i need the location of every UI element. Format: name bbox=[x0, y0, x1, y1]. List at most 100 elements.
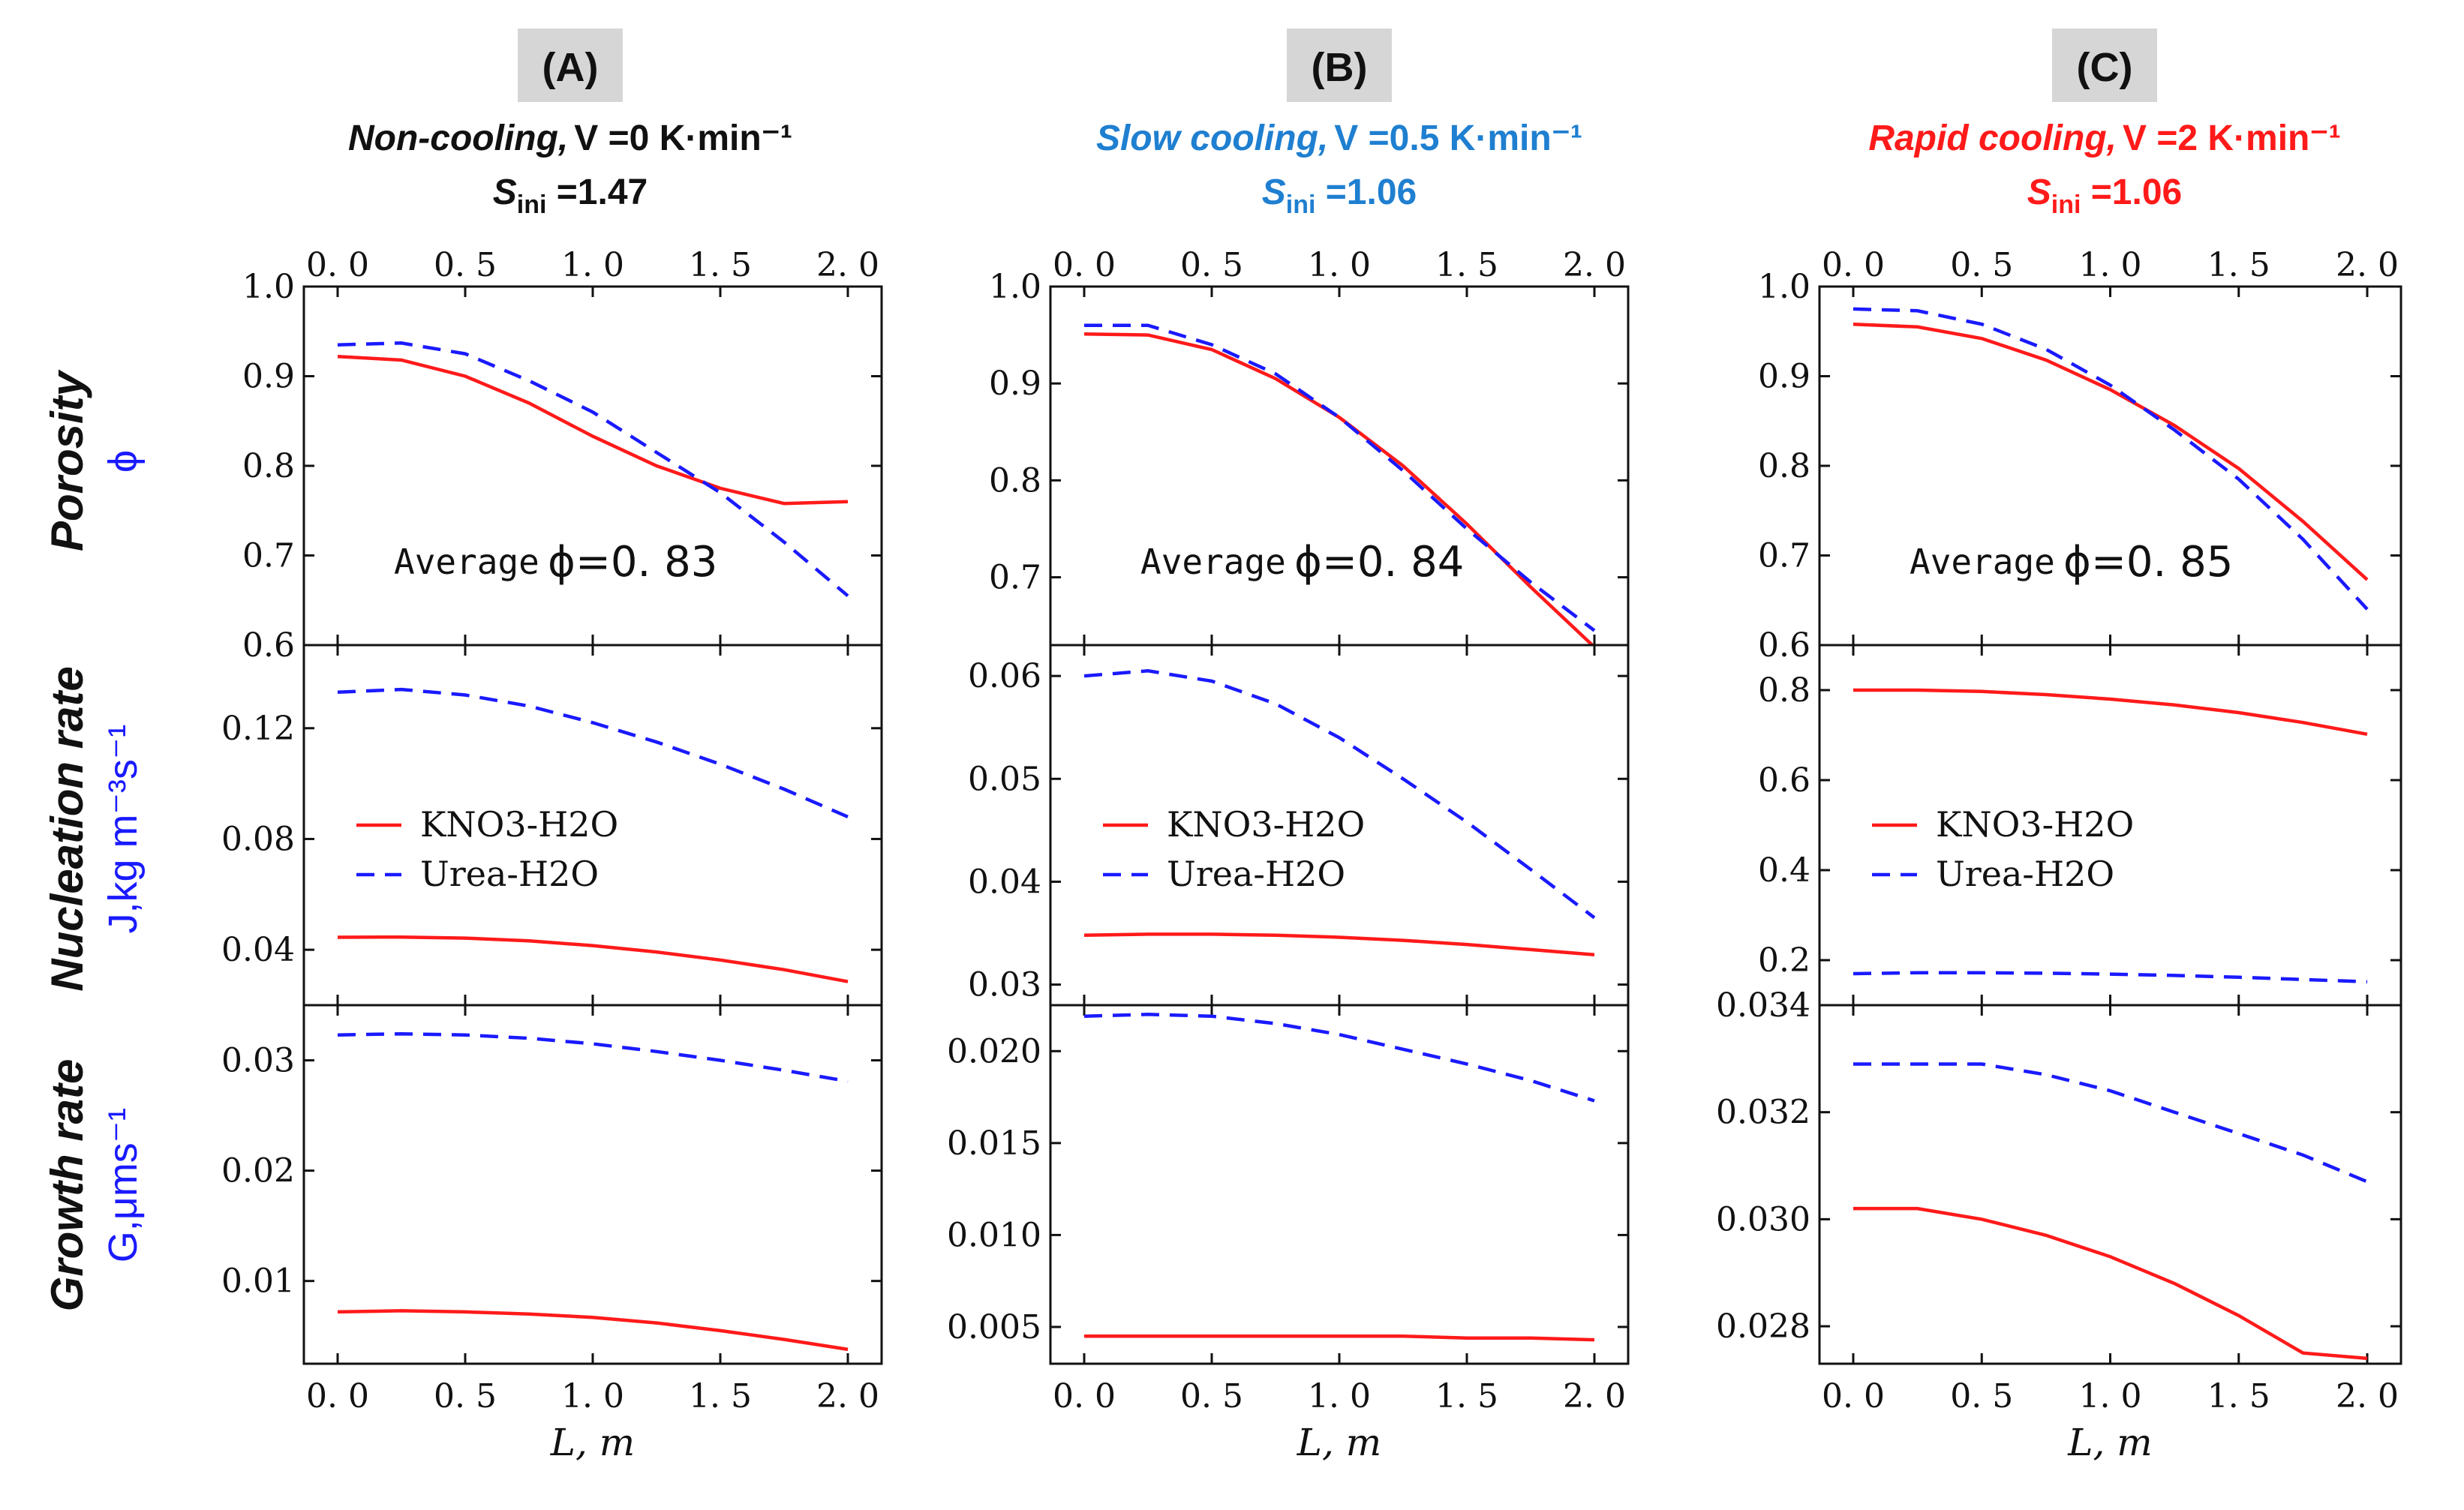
y-tick-label: 0.03 bbox=[221, 1042, 295, 1080]
y-tick-label: 0.030 bbox=[1716, 1200, 1810, 1238]
x-tick-label-top: 2. 0 bbox=[2336, 246, 2399, 284]
series-line-urea bbox=[337, 341, 849, 598]
condition-label: Slow cooling, bbox=[1096, 119, 1328, 158]
row-label-group: Growth rate G,μms⁻¹ bbox=[42, 1059, 146, 1312]
row-label: Growth rate bbox=[42, 1059, 92, 1312]
column-tag-box bbox=[2052, 29, 2157, 102]
x-tick-label: 2. 0 bbox=[816, 1377, 879, 1415]
series-line-urea bbox=[1083, 669, 1596, 920]
x-tick-label: 0. 5 bbox=[1180, 1377, 1243, 1415]
cooling-rate: V =0 K·min⁻¹ bbox=[574, 119, 792, 158]
y-tick-label: 0.015 bbox=[947, 1124, 1041, 1163]
y-tick-label: 0.01 bbox=[221, 1262, 295, 1301]
average-porosity-value: ϕ=0. 85 bbox=[2063, 538, 2233, 587]
cooling-rate: V =2 K·min⁻¹ bbox=[2123, 119, 2341, 158]
sini-symbol: S bbox=[1262, 173, 1286, 212]
average-porosity-value: ϕ=0. 84 bbox=[1294, 538, 1464, 587]
y-tick-label: 0.08 bbox=[221, 820, 295, 858]
average-porosity-value: ϕ=0. 83 bbox=[548, 538, 717, 587]
y-tick-label: 0.034 bbox=[1716, 986, 1810, 1025]
y-tick-label: 0.020 bbox=[947, 1032, 1041, 1070]
column-condition-title: Non-cooling, V =0 K·min⁻¹ bbox=[348, 119, 792, 158]
legend-label: KNO3-H2O bbox=[1167, 804, 1365, 845]
series-line-urea bbox=[1853, 307, 2369, 611]
supersaturation-label: Sini =1.47 bbox=[493, 173, 648, 219]
y-tick-label: 0.032 bbox=[1716, 1094, 1810, 1132]
row-sublabel: G,μms⁻¹ bbox=[101, 1108, 146, 1263]
panel-frame bbox=[1049, 1004, 1630, 1365]
panel-C-growth: 0.028 0.030 0.032 0.034 0. 0 0. 5 1. 0 1. 5 2. 0… bbox=[1716, 986, 2402, 1464]
x-tick-label: 0. 0 bbox=[306, 1377, 369, 1415]
y-tick-label: 0.8 bbox=[1758, 447, 1810, 485]
column-tag: (C) bbox=[2077, 45, 2133, 90]
series-line-kno3 bbox=[337, 935, 849, 983]
y-tick-label: 1.0 bbox=[1758, 268, 1810, 306]
x-tick-label-top: 0. 0 bbox=[306, 246, 369, 284]
x-tick-label: 2. 0 bbox=[1563, 1377, 1626, 1415]
y-tick-label: 1.0 bbox=[989, 268, 1041, 306]
x-tick-label-top: 0. 5 bbox=[1180, 246, 1243, 284]
x-tick-label: 1. 5 bbox=[2207, 1377, 2270, 1415]
row-label: Nucleation rate bbox=[42, 666, 92, 991]
panel-A-porosity: 0.6 0.7 0.8 0.9 1.0 0. 0 0. 5 1. 0 1. 5 2. 0 Avera… bbox=[242, 246, 883, 665]
legend-label: Urea-H2O bbox=[420, 854, 599, 894]
sini-subscript: ini bbox=[2051, 191, 2081, 219]
legend-label: KNO3-H2O bbox=[420, 804, 618, 845]
x-tick-label-top: 1. 0 bbox=[561, 246, 624, 284]
y-tick-label: 0.02 bbox=[221, 1152, 295, 1190]
y-tick-label: 0.7 bbox=[1758, 537, 1810, 575]
sini-value: =1.06 bbox=[1315, 173, 1417, 212]
sini-symbol: S bbox=[2027, 173, 2051, 212]
sini-value: =1.06 bbox=[2081, 173, 2182, 212]
condition-label: Rapid cooling, bbox=[1868, 119, 2117, 158]
series-line-urea bbox=[337, 1031, 849, 1083]
x-tick-label: 1. 0 bbox=[2079, 1377, 2142, 1415]
y-tick-label: 0.028 bbox=[1716, 1307, 1810, 1346]
y-tick-label: 0.2 bbox=[1758, 941, 1810, 980]
x-tick-label-top: 1. 0 bbox=[2079, 246, 2142, 284]
row-label-group: Porosity ϕ bbox=[42, 369, 146, 551]
series-line-urea bbox=[1083, 1013, 1595, 1103]
x-tick-label-top: 0. 5 bbox=[1950, 246, 2013, 284]
y-tick-label: 0.06 bbox=[968, 657, 1041, 695]
x-tick-label-top: 0. 5 bbox=[434, 246, 497, 284]
y-tick-label: 0.05 bbox=[968, 760, 1041, 798]
x-tick-label: 2. 0 bbox=[2336, 1377, 2399, 1415]
series-line-kno3 bbox=[337, 354, 849, 506]
series-line-urea bbox=[1853, 1062, 2368, 1184]
y-tick-label: 0.9 bbox=[989, 365, 1041, 403]
x-tick-label-top: 2. 0 bbox=[816, 246, 879, 284]
average-label: Average bbox=[394, 542, 539, 582]
y-tick-label: 0.9 bbox=[1758, 358, 1810, 396]
y-tick-label: 0.005 bbox=[947, 1308, 1041, 1346]
y-tick-label: 0.6 bbox=[1758, 626, 1810, 665]
panel-B-growth: 0.005 0.010 0.015 0.020 0. 0 0. 5 1. 0 1. 5 2. 0… bbox=[947, 1004, 1630, 1464]
series-line-kno3 bbox=[1083, 932, 1595, 957]
y-tick-label: 0.12 bbox=[221, 710, 295, 748]
panel-frame bbox=[1818, 1004, 2402, 1365]
x-tick-label-top: 1. 5 bbox=[1435, 246, 1498, 284]
legend-label: Urea-H2O bbox=[1167, 854, 1345, 894]
x-tick-label: 0. 0 bbox=[1822, 1377, 1885, 1415]
column-tag-box bbox=[518, 29, 623, 102]
condition-label: Non-cooling, bbox=[348, 119, 568, 158]
y-tick-label: 0.04 bbox=[221, 931, 295, 969]
sini-value: =1.47 bbox=[546, 173, 648, 212]
column-tag: (B) bbox=[1312, 45, 1368, 90]
panel-A-nucleation: 0.04 0.08 0.12 KNO3-H2O Urea-H2O bbox=[221, 644, 883, 1007]
cooling-rate: V =0.5 K·min⁻¹ bbox=[1334, 119, 1582, 158]
y-tick-label: 0.8 bbox=[989, 461, 1041, 500]
y-tick-label: 0.03 bbox=[968, 966, 1041, 1004]
series-line-kno3 bbox=[1083, 332, 1595, 645]
x-tick-label: 0. 5 bbox=[1950, 1377, 2013, 1415]
y-tick-label: 0.8 bbox=[1758, 671, 1810, 710]
column-tag-box bbox=[1287, 29, 1392, 102]
y-tick-label: 0.4 bbox=[1758, 851, 1810, 890]
row-sublabel: J,kg m⁻³s⁻¹ bbox=[101, 725, 146, 934]
sini-subscript: ini bbox=[517, 191, 547, 219]
supersaturation-label: Sini =1.06 bbox=[2027, 173, 2182, 219]
x-axis-label: L, m bbox=[1297, 1421, 1381, 1464]
legend-label: Urea-H2O bbox=[1936, 854, 2114, 894]
average-label: Average bbox=[1910, 542, 2055, 582]
